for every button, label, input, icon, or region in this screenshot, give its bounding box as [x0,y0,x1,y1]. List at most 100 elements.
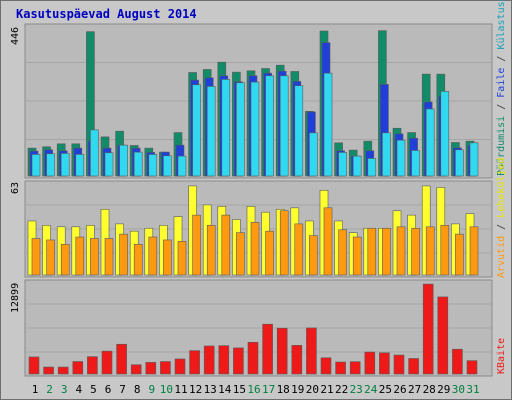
bar-kbaite [233,347,244,375]
bar-kulastused [250,81,260,177]
x-tick-label: 19 [291,383,304,396]
bar-kbaite [291,345,303,375]
bar-arvutid [75,236,85,276]
bar-kbaite [174,358,186,375]
bar-arvutid [455,233,464,276]
bar-arvutid [396,226,406,276]
bar-arvutid [309,235,318,276]
top-ymax-label: 446 [10,27,21,45]
bar-kbaite [145,362,157,375]
bar-kbaite [320,357,332,375]
bar-kulastused [396,139,406,177]
bar-kulastused [440,91,450,177]
bar-kbaite [364,351,376,375]
x-tick-label: 5 [90,383,97,396]
bar-kulastused [119,144,128,177]
bar-kbaite [422,283,434,375]
x-tick-label: 8 [134,383,141,396]
bar-kulastused [338,152,347,177]
bar-kbaite [43,366,54,375]
bar-kbaite [393,354,405,375]
x-tick-label: 11 [174,383,187,396]
x-tick-label: 27 [408,383,421,396]
x-axis-labels: 1 2 3 4 5 6 7 8 9 10 11 12 13 14 15 16 17 18 19 20 21 22 23 24 2… [32,383,480,396]
bar-kbaite [116,343,127,375]
x-tick-label: 9 [148,383,155,396]
bar-kulastused [382,132,391,177]
bar-arvutid [104,238,114,276]
x-tick-label: 20 [306,383,319,396]
bar-kbaite [437,296,449,375]
bar-kulastused [206,86,216,177]
legend-entry: / [496,50,507,68]
bar-kulastused [455,149,464,177]
bar-kbaite [189,350,200,375]
bar-kbaite [408,358,419,375]
x-tick-label: 22 [335,383,348,396]
x-tick-label: 23 [350,383,363,396]
bar-kulastused [294,85,304,177]
legend-entry: Külastused [496,0,507,50]
bottom-ymax-label: 12899 [10,283,21,313]
chart-title: Kasutuspäevad August 2014 [16,7,197,21]
x-tick-label: 7 [119,383,126,396]
bar-kulastused [367,158,377,177]
legend-entry: Arvutid [496,236,507,278]
bar-arvutid [425,226,435,276]
bar-arvutid [469,226,479,276]
bar-kbaite [101,350,113,375]
bar-arvutid [440,225,450,276]
bar-arvutid [411,227,420,276]
bar-kulastused [323,72,333,177]
bar-arvutid [367,227,377,276]
bar-kbaite [466,360,478,375]
bar-kulastused [265,75,274,177]
bar-kulastused [192,84,201,177]
bar-arvutid [236,232,245,276]
legend-entry: KBaite [496,338,507,374]
bar-arvutid [338,229,347,276]
bar-kulastused [60,153,70,177]
bar-arvutid [177,241,187,276]
bar-kbaite [306,327,317,375]
bar-arvutid [206,225,216,276]
bar-arvutid [46,239,55,276]
middle-legend: Arvutid / Leheküljed [496,158,507,278]
x-tick-label: 28 [423,383,436,396]
x-tick-label: 18 [277,383,290,396]
bar-kulastused [46,153,55,177]
x-tick-label: 6 [105,383,112,396]
bar-kulastused [148,154,158,177]
top-panel-bars [27,30,479,177]
x-tick-label: 2 [46,383,53,396]
bar-kbaite [276,327,288,375]
bar-arvutid [279,210,289,276]
bar-kbaite [87,356,98,375]
bar-arvutid [90,238,99,276]
bar-kbaite [452,348,463,375]
x-tick-label: 12 [189,383,202,396]
legend-entry: Leheküljed [496,158,507,218]
bar-kulastused [352,155,362,177]
middle-panel-bars [27,185,479,276]
bar-arvutid [133,244,143,276]
x-tick-label: 25 [379,383,392,396]
bar-kbaite [57,366,69,375]
x-tick-label: 1 [32,383,39,396]
bar-kulastused [177,155,187,177]
x-tick-label: 15 [233,383,246,396]
bottom-panel-bars [28,283,478,375]
bar-kbaite [218,345,230,375]
bar-kbaite [203,345,215,375]
legend-entry: / [496,218,507,236]
bar-arvutid [148,236,158,276]
bar-kulastused [90,129,99,177]
bar-arvutid [163,239,172,276]
middle-ymax-label: 63 [10,182,21,194]
x-tick-label: 3 [61,383,68,396]
bar-kulastused [425,108,435,177]
bar-arvutid [192,214,201,276]
x-tick-label: 16 [247,383,260,396]
bar-kulastused [469,142,479,177]
